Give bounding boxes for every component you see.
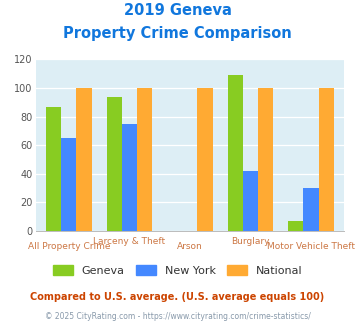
Text: Motor Vehicle Theft: Motor Vehicle Theft	[267, 243, 355, 251]
Text: © 2025 CityRating.com - https://www.cityrating.com/crime-statistics/: © 2025 CityRating.com - https://www.city…	[45, 312, 310, 321]
Text: Property Crime Comparison: Property Crime Comparison	[63, 26, 292, 41]
Bar	[319, 88, 334, 231]
Text: Arson: Arson	[177, 243, 203, 251]
Text: 2019 Geneva: 2019 Geneva	[124, 3, 231, 18]
Bar	[137, 88, 152, 231]
Bar	[61, 138, 76, 231]
Bar	[228, 75, 243, 231]
Bar	[258, 88, 273, 231]
Bar	[288, 221, 304, 231]
Bar	[304, 188, 319, 231]
Legend: Geneva, New York, National: Geneva, New York, National	[53, 265, 302, 276]
Bar	[46, 107, 61, 231]
Bar	[76, 88, 92, 231]
Text: Compared to U.S. average. (U.S. average equals 100): Compared to U.S. average. (U.S. average …	[31, 292, 324, 302]
Bar	[106, 97, 122, 231]
Text: All Property Crime: All Property Crime	[28, 243, 110, 251]
Bar	[197, 88, 213, 231]
Bar	[122, 124, 137, 231]
Bar	[243, 171, 258, 231]
Text: Larceny & Theft: Larceny & Theft	[93, 237, 165, 246]
Text: Burglary: Burglary	[231, 237, 270, 246]
